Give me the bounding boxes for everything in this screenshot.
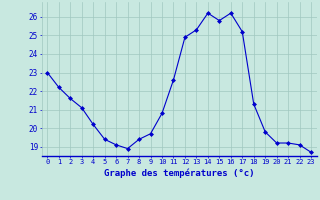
X-axis label: Graphe des températures (°c): Graphe des températures (°c) (104, 168, 254, 178)
